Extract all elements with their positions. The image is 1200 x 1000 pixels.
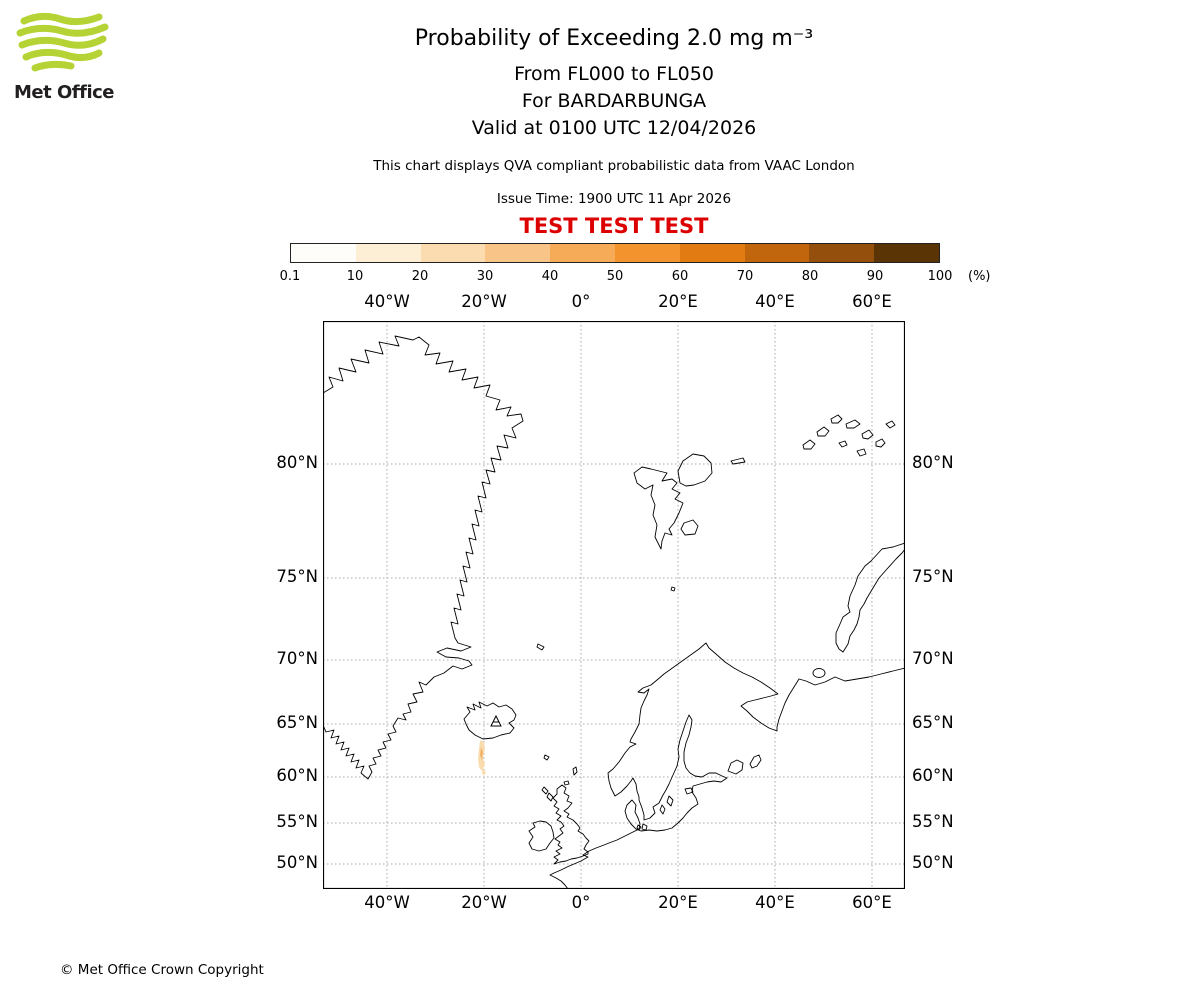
coast-hebrides <box>546 792 554 802</box>
colorbar-tick: 60 <box>671 269 689 284</box>
coast-novaya-zemlya <box>835 542 906 653</box>
lat-label-left: 65°N <box>276 713 318 732</box>
lon-label-bottom: 60°E <box>852 893 892 912</box>
colorbar-unit-label: (%) <box>968 269 991 284</box>
coast-saaremaa <box>684 787 694 795</box>
test-banner: TEST TEST TEST <box>519 214 709 238</box>
coast-jan-mayen <box>536 643 545 651</box>
issue-time: Issue Time: 1900 UTC 11 Apr 2026 <box>496 191 732 207</box>
colorbar-segment <box>291 244 356 262</box>
colorbar-tick: 80 <box>801 269 819 284</box>
valid-time-subtitle: Valid at 0100 UTC 12/04/2026 <box>471 117 757 139</box>
colorbar-tick: 20 <box>411 269 429 284</box>
colorbar-segment <box>874 244 939 262</box>
colorbar-segment <box>679 244 745 262</box>
lon-label-top: 0° <box>571 292 591 311</box>
coast-funen <box>636 824 642 831</box>
lon-label-bottom: 20°W <box>461 893 507 912</box>
coast-edgeoya <box>680 519 699 536</box>
coast-gotland <box>666 795 674 807</box>
met-office-logo: Met Office <box>14 12 124 103</box>
coast-oland <box>659 804 666 815</box>
coast-franz-josef-land <box>802 414 896 457</box>
colorbar-tick: 100 <box>927 269 953 284</box>
coast-bear-island <box>670 586 676 592</box>
lat-label-left: 70°N <box>276 649 318 668</box>
colorbar-tick: 90 <box>866 269 884 284</box>
colorbar-tick: 30 <box>476 269 494 284</box>
lon-label-top: 40°E <box>755 292 795 311</box>
graticule-gridlines <box>323 321 905 889</box>
lon-label-bottom: 40°W <box>364 893 410 912</box>
probability-colorbar <box>290 243 940 263</box>
lon-label-bottom: 40°E <box>755 893 795 912</box>
colorbar-tick: 40 <box>541 269 559 284</box>
lake-ladoga <box>727 759 744 775</box>
volcano-marker <box>490 714 502 727</box>
lat-label-left: 75°N <box>276 567 318 586</box>
coast-kolguev <box>812 668 826 678</box>
lon-label-top: 40°W <box>364 292 410 311</box>
colorbar-segment <box>614 244 680 262</box>
colorbar-segment <box>550 244 615 262</box>
colorbar-tick: 0.1 <box>279 269 301 284</box>
page-title: Probability of Exceeding 2.0 mg m⁻³ <box>414 26 814 51</box>
map-border <box>322 320 906 890</box>
colorbar-segment <box>809 244 875 262</box>
coast-mainland-europe <box>549 642 906 890</box>
met-office-logo-waves <box>16 12 109 72</box>
colorbar-tick: 10 <box>346 269 364 284</box>
coast-orkney <box>563 780 570 786</box>
colorbar-tick: 50 <box>606 269 624 284</box>
coast-iceland <box>463 701 517 740</box>
lat-label-right: 55°N <box>912 812 954 831</box>
coast-faroe <box>543 754 550 761</box>
lat-label-right: 50°N <box>912 853 954 872</box>
lat-label-right: 80°N <box>912 453 954 472</box>
volcano-subtitle: For BARDARBUNGA <box>521 90 707 112</box>
copyright-notice: © Met Office Crown Copyright <box>60 962 264 978</box>
coast-ireland <box>528 820 555 852</box>
coast-spitsbergen <box>633 466 684 550</box>
lat-label-left: 80°N <box>276 453 318 472</box>
lake-onega <box>749 754 762 769</box>
lon-label-top: 60°E <box>852 292 892 311</box>
lon-label-bottom: 20°E <box>658 893 698 912</box>
lon-label-top: 20°W <box>461 292 507 311</box>
lon-label-bottom: 0° <box>571 893 591 912</box>
coast-outer-hebrides <box>541 786 549 795</box>
map-canvas <box>322 320 906 890</box>
coast-greenland <box>322 335 524 780</box>
coastlines <box>322 335 906 890</box>
coast-kvitoya <box>730 457 746 465</box>
coast-shetland <box>572 766 578 776</box>
colorbar-segment <box>485 244 551 262</box>
coast-danish-islands <box>641 823 648 831</box>
lat-label-right: 60°N <box>912 766 954 785</box>
lat-label-left: 50°N <box>276 853 318 872</box>
lat-label-left: 55°N <box>276 812 318 831</box>
ash-probability-plume <box>478 740 486 776</box>
coast-nordaustlandet <box>677 453 713 487</box>
met-office-wordmark: Met Office <box>14 82 115 103</box>
lat-label-left: 60°N <box>276 766 318 785</box>
colorbar-segment <box>420 244 486 262</box>
colorbar-segment <box>744 244 810 262</box>
map-panel <box>322 320 906 890</box>
lon-label-top: 20°E <box>658 292 698 311</box>
colorbar-tick: 70 <box>736 269 754 284</box>
lat-label-right: 70°N <box>912 649 954 668</box>
colorbar-segment <box>355 244 421 262</box>
lat-label-right: 65°N <box>912 713 954 732</box>
flight-level-subtitle: From FL000 to FL050 <box>514 63 714 85</box>
qva-description: This chart displays QVA compliant probab… <box>373 158 855 174</box>
coast-great-britain <box>552 784 590 865</box>
lat-label-right: 75°N <box>912 567 954 586</box>
